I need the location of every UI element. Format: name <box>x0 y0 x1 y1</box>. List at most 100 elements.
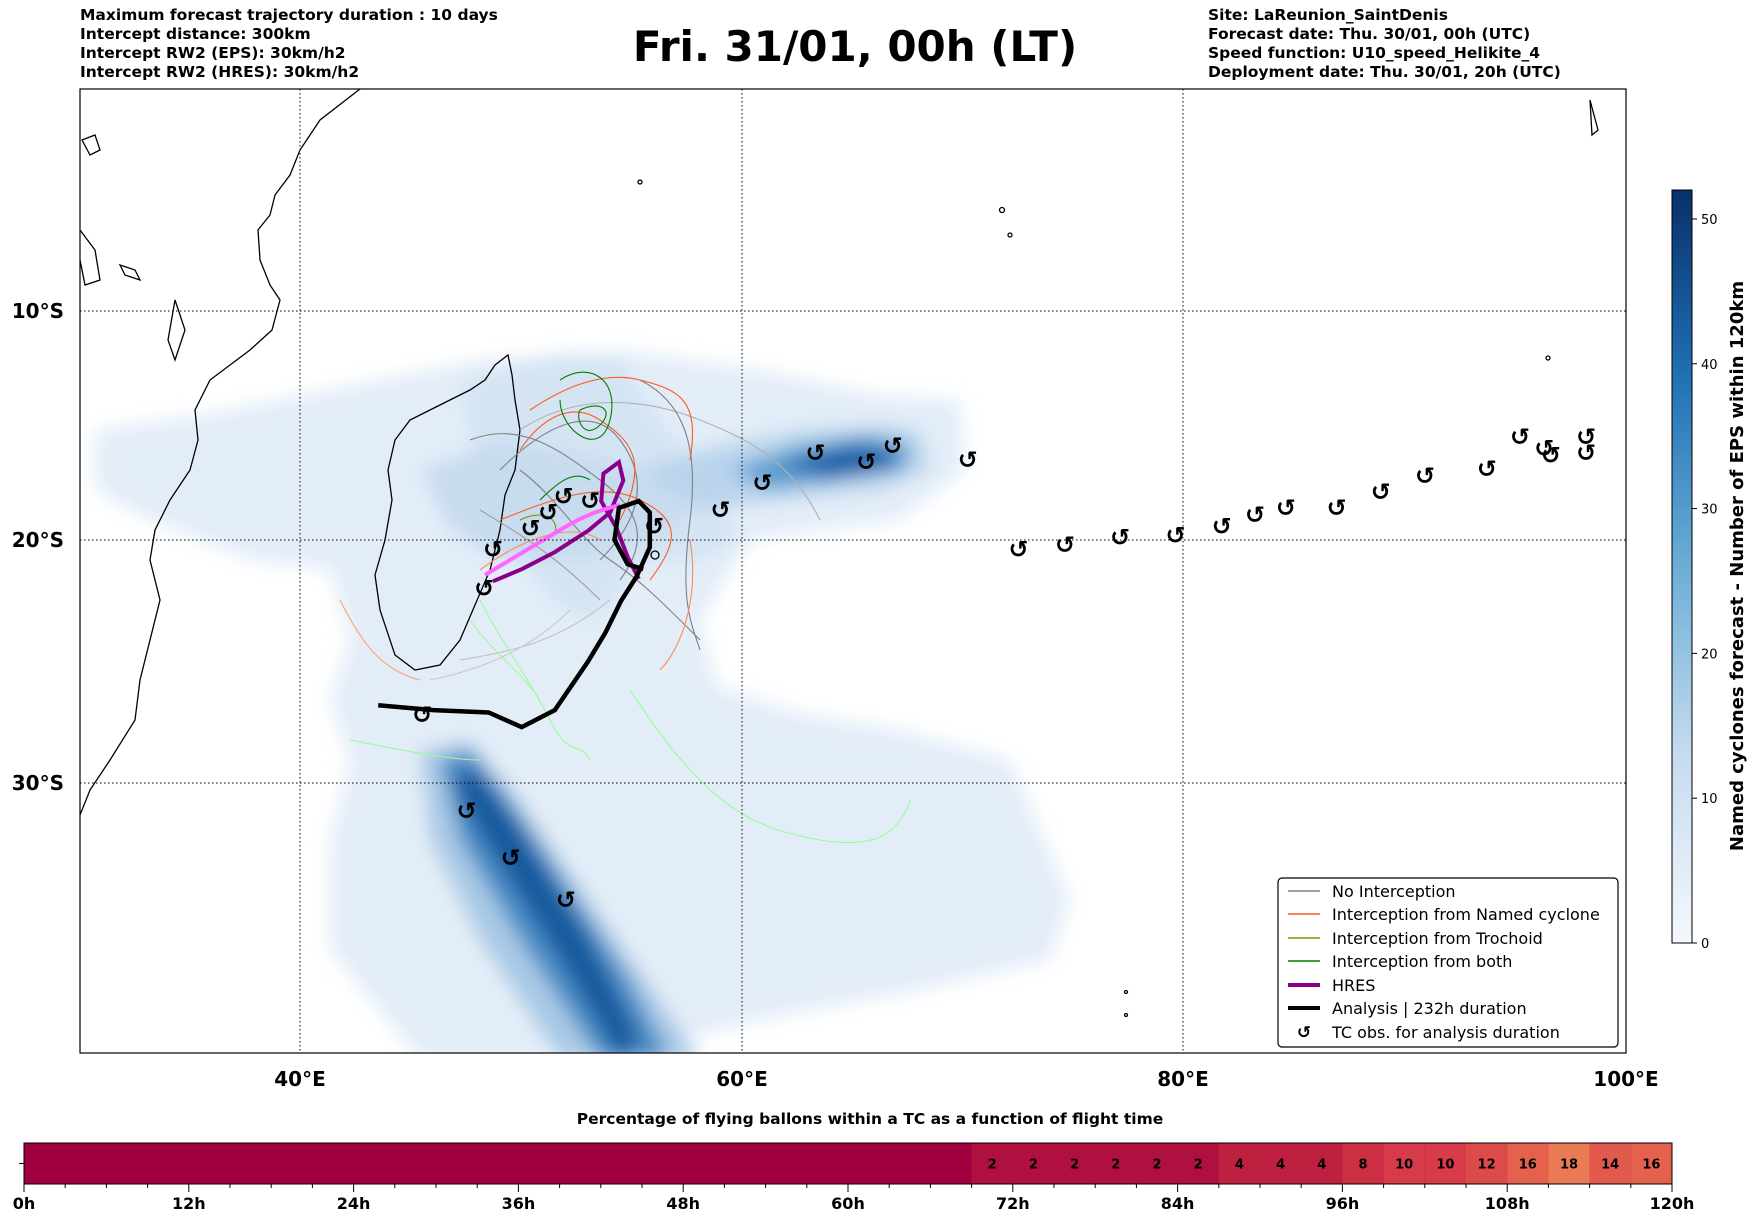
strip-cell-value: 4 <box>1235 1158 1244 1173</box>
strip-cell <box>1507 1143 1549 1184</box>
strip-tick-label: 48h <box>666 1194 700 1213</box>
y-tick-label: 30°S <box>12 771 64 795</box>
strip-cell-value: 4 <box>1276 1158 1285 1173</box>
colorbar-tick-label: 30 <box>1701 503 1718 518</box>
map-area: ↺↺↺↺↺↺↺↺↺ ↺↺↺↺↺ ↺↺ ↺↺ ↺ ↺ ↺ ↺ ↺ ↺ ↺↺↺ ↺↺ ↺↺↺↺ <box>80 89 1599 1053</box>
header-left-line: Intercept distance: 300km <box>80 25 311 43</box>
tc-obs-marker-icon: ↺ <box>1165 521 1185 549</box>
header-left: Maximum forecast trajectory duration : 1… <box>80 6 498 82</box>
strip-tick-label: 84h <box>1161 1194 1195 1213</box>
strip-cell-value: 12 <box>1478 1158 1496 1173</box>
strip-cell-value: 2 <box>1070 1158 1079 1173</box>
strip-tick-label: 96h <box>1326 1194 1360 1213</box>
tc-obs-marker-icon: ↺ <box>805 439 825 467</box>
tc-obs-marker-icon: ↺ <box>1276 494 1296 522</box>
strip-cell-value: 14 <box>1601 1158 1619 1173</box>
tc-obs-marker-icon: ↺ <box>1110 524 1130 552</box>
header-right: Site: LaReunion_SaintDenis Forecast date… <box>1208 6 1561 82</box>
legend-marker-icon: ↺ <box>1297 1023 1311 1043</box>
tc-obs-marker-icon: ↺ <box>474 575 494 603</box>
strip-tick-label: 12h <box>172 1194 206 1213</box>
tc-obs-marker-icon: ↺ <box>1576 439 1596 467</box>
legend-label: Interception from Trochoid <box>1332 929 1543 948</box>
strip-tick-label: 120h <box>1650 1194 1695 1213</box>
strip-cell <box>1136 1143 1178 1184</box>
strip-cell <box>1095 1143 1137 1184</box>
strip-cell <box>1012 1143 1054 1184</box>
tc-obs-marker-icon: ↺ <box>1510 423 1530 451</box>
tc-obs-marker-icon: ↺ <box>538 499 558 527</box>
tc-obs-markers: ↺↺↺↺↺↺↺↺↺ ↺↺↺↺↺ ↺↺ ↺↺ ↺ ↺ ↺ ↺ ↺ ↺ ↺↺↺ ↺↺ ↺↺↺↺ <box>412 423 1596 914</box>
header-left-line: Intercept RW2 (HRES): 30km/h2 <box>80 63 360 81</box>
tc-obs-marker-icon: ↺ <box>752 469 772 497</box>
colorbar: 0 10 20 30 40 50 Named cyclones forecast - Nu… <box>1671 189 1748 952</box>
strip-tick-label: 0h <box>13 1194 36 1213</box>
header-right-line: Speed function: U10_speed_Helikite_4 <box>1208 44 1541 62</box>
tc-obs-marker-icon: ↺ <box>1245 501 1265 529</box>
strip-tick-label: 72h <box>996 1194 1030 1213</box>
strip-cell-value: 16 <box>1519 1158 1537 1173</box>
colorbar-tick-label: 50 <box>1701 213 1718 228</box>
chart-title: Fri. 31/01, 00h (LT) <box>632 22 1078 71</box>
tc-obs-marker-icon: ↺ <box>958 446 978 474</box>
strip-tick-label: 24h <box>337 1194 371 1213</box>
map-frame <box>79 88 1627 1054</box>
strip-cell-value: 18 <box>1560 1158 1578 1173</box>
axis-labels: 40°E 60°E 80°E 100°E 10°S 20°S 30°S <box>12 299 1659 1091</box>
legend-label: Analysis | 232h duration <box>1332 999 1527 1018</box>
colorbar-tick-label: 10 <box>1701 792 1718 807</box>
tc-obs-marker-icon: ↺ <box>710 496 730 524</box>
y-tick-label: 10°S <box>12 299 64 323</box>
legend-label: No Interception <box>1332 882 1456 901</box>
tc-obs-marker-icon: ↺ <box>456 797 476 825</box>
tc-obs-marker-icon: ↺ <box>520 515 540 543</box>
tc-obs-marker-icon: ↺ <box>412 701 432 729</box>
analysis-track <box>378 498 653 730</box>
legend-label: HRES <box>1332 976 1375 995</box>
colorbar-tick-label: 20 <box>1701 647 1718 662</box>
hres-tail <box>483 503 621 577</box>
strip-cell-value: 10 <box>1436 1158 1454 1173</box>
strip-cell-value: 4 <box>1317 1158 1326 1173</box>
tc-obs-marker-icon: ↺ <box>1055 531 1075 559</box>
y-tick-label: 20°S <box>12 528 64 552</box>
strip-cell <box>971 1143 1013 1184</box>
strip-title: Percentage of flying ballons within a TC… <box>576 1110 1164 1128</box>
tc-obs-marker-icon: ↺ <box>1212 512 1232 540</box>
flight-time-strip: 2 2 2 2 2 2 4 4 4 8 10 10 12 16 18 14 16 0h 12h 24h 36h 48h 6… <box>13 1142 1695 1213</box>
colorbar-tick-label: 40 <box>1701 358 1718 373</box>
strip-cell-value: 16 <box>1642 1158 1660 1173</box>
x-tick-label: 60°E <box>716 1067 768 1091</box>
colorbar-label: Named cyclones forecast - Number of EPS … <box>1727 281 1748 851</box>
x-tick-label: 100°E <box>1593 1067 1658 1091</box>
strip-cell-value: 10 <box>1395 1158 1413 1173</box>
legend-label: Interception from both <box>1332 952 1512 971</box>
tc-obs-marker-icon: ↺ <box>1327 494 1347 522</box>
legend-label: TC obs. for analysis duration <box>1331 1023 1560 1042</box>
legend-label: Interception from Named cyclone <box>1332 905 1600 924</box>
tc-obs-marker-icon: ↺ <box>1009 536 1029 564</box>
hres-track <box>492 458 641 584</box>
header-left-line: Intercept RW2 (EPS): 30km/h2 <box>80 44 346 62</box>
strip-cell <box>1548 1143 1590 1184</box>
strip-cell-value: 2 <box>988 1158 997 1173</box>
ensemble-tracks <box>339 371 911 844</box>
tc-obs-marker-icon: ↺ <box>1371 478 1391 506</box>
strip-cell-value: 2 <box>1029 1158 1038 1173</box>
strip-cell <box>1218 1143 1260 1184</box>
tc-obs-marker-icon: ↺ <box>1576 423 1596 451</box>
strip-tick-label: 36h <box>502 1194 536 1213</box>
strip-cell <box>1630 1143 1672 1184</box>
strip-tick-label: 60h <box>831 1194 865 1213</box>
strip-tick-label: 108h <box>1485 1194 1530 1213</box>
x-tick-label: 80°E <box>1157 1067 1209 1091</box>
strip-cell <box>1177 1143 1219 1184</box>
tc-obs-marker-icon: ↺ <box>554 483 574 511</box>
header-right-line: Deployment date: Thu. 30/01, 20h (UTC) <box>1208 63 1561 81</box>
strip-cell <box>1466 1143 1508 1184</box>
strip-cell <box>1301 1143 1343 1184</box>
header-right-line: Site: LaReunion_SaintDenis <box>1208 6 1448 24</box>
tc-obs-marker-icon: ↺ <box>883 432 903 460</box>
strip-cell-value: 2 <box>1152 1158 1161 1173</box>
